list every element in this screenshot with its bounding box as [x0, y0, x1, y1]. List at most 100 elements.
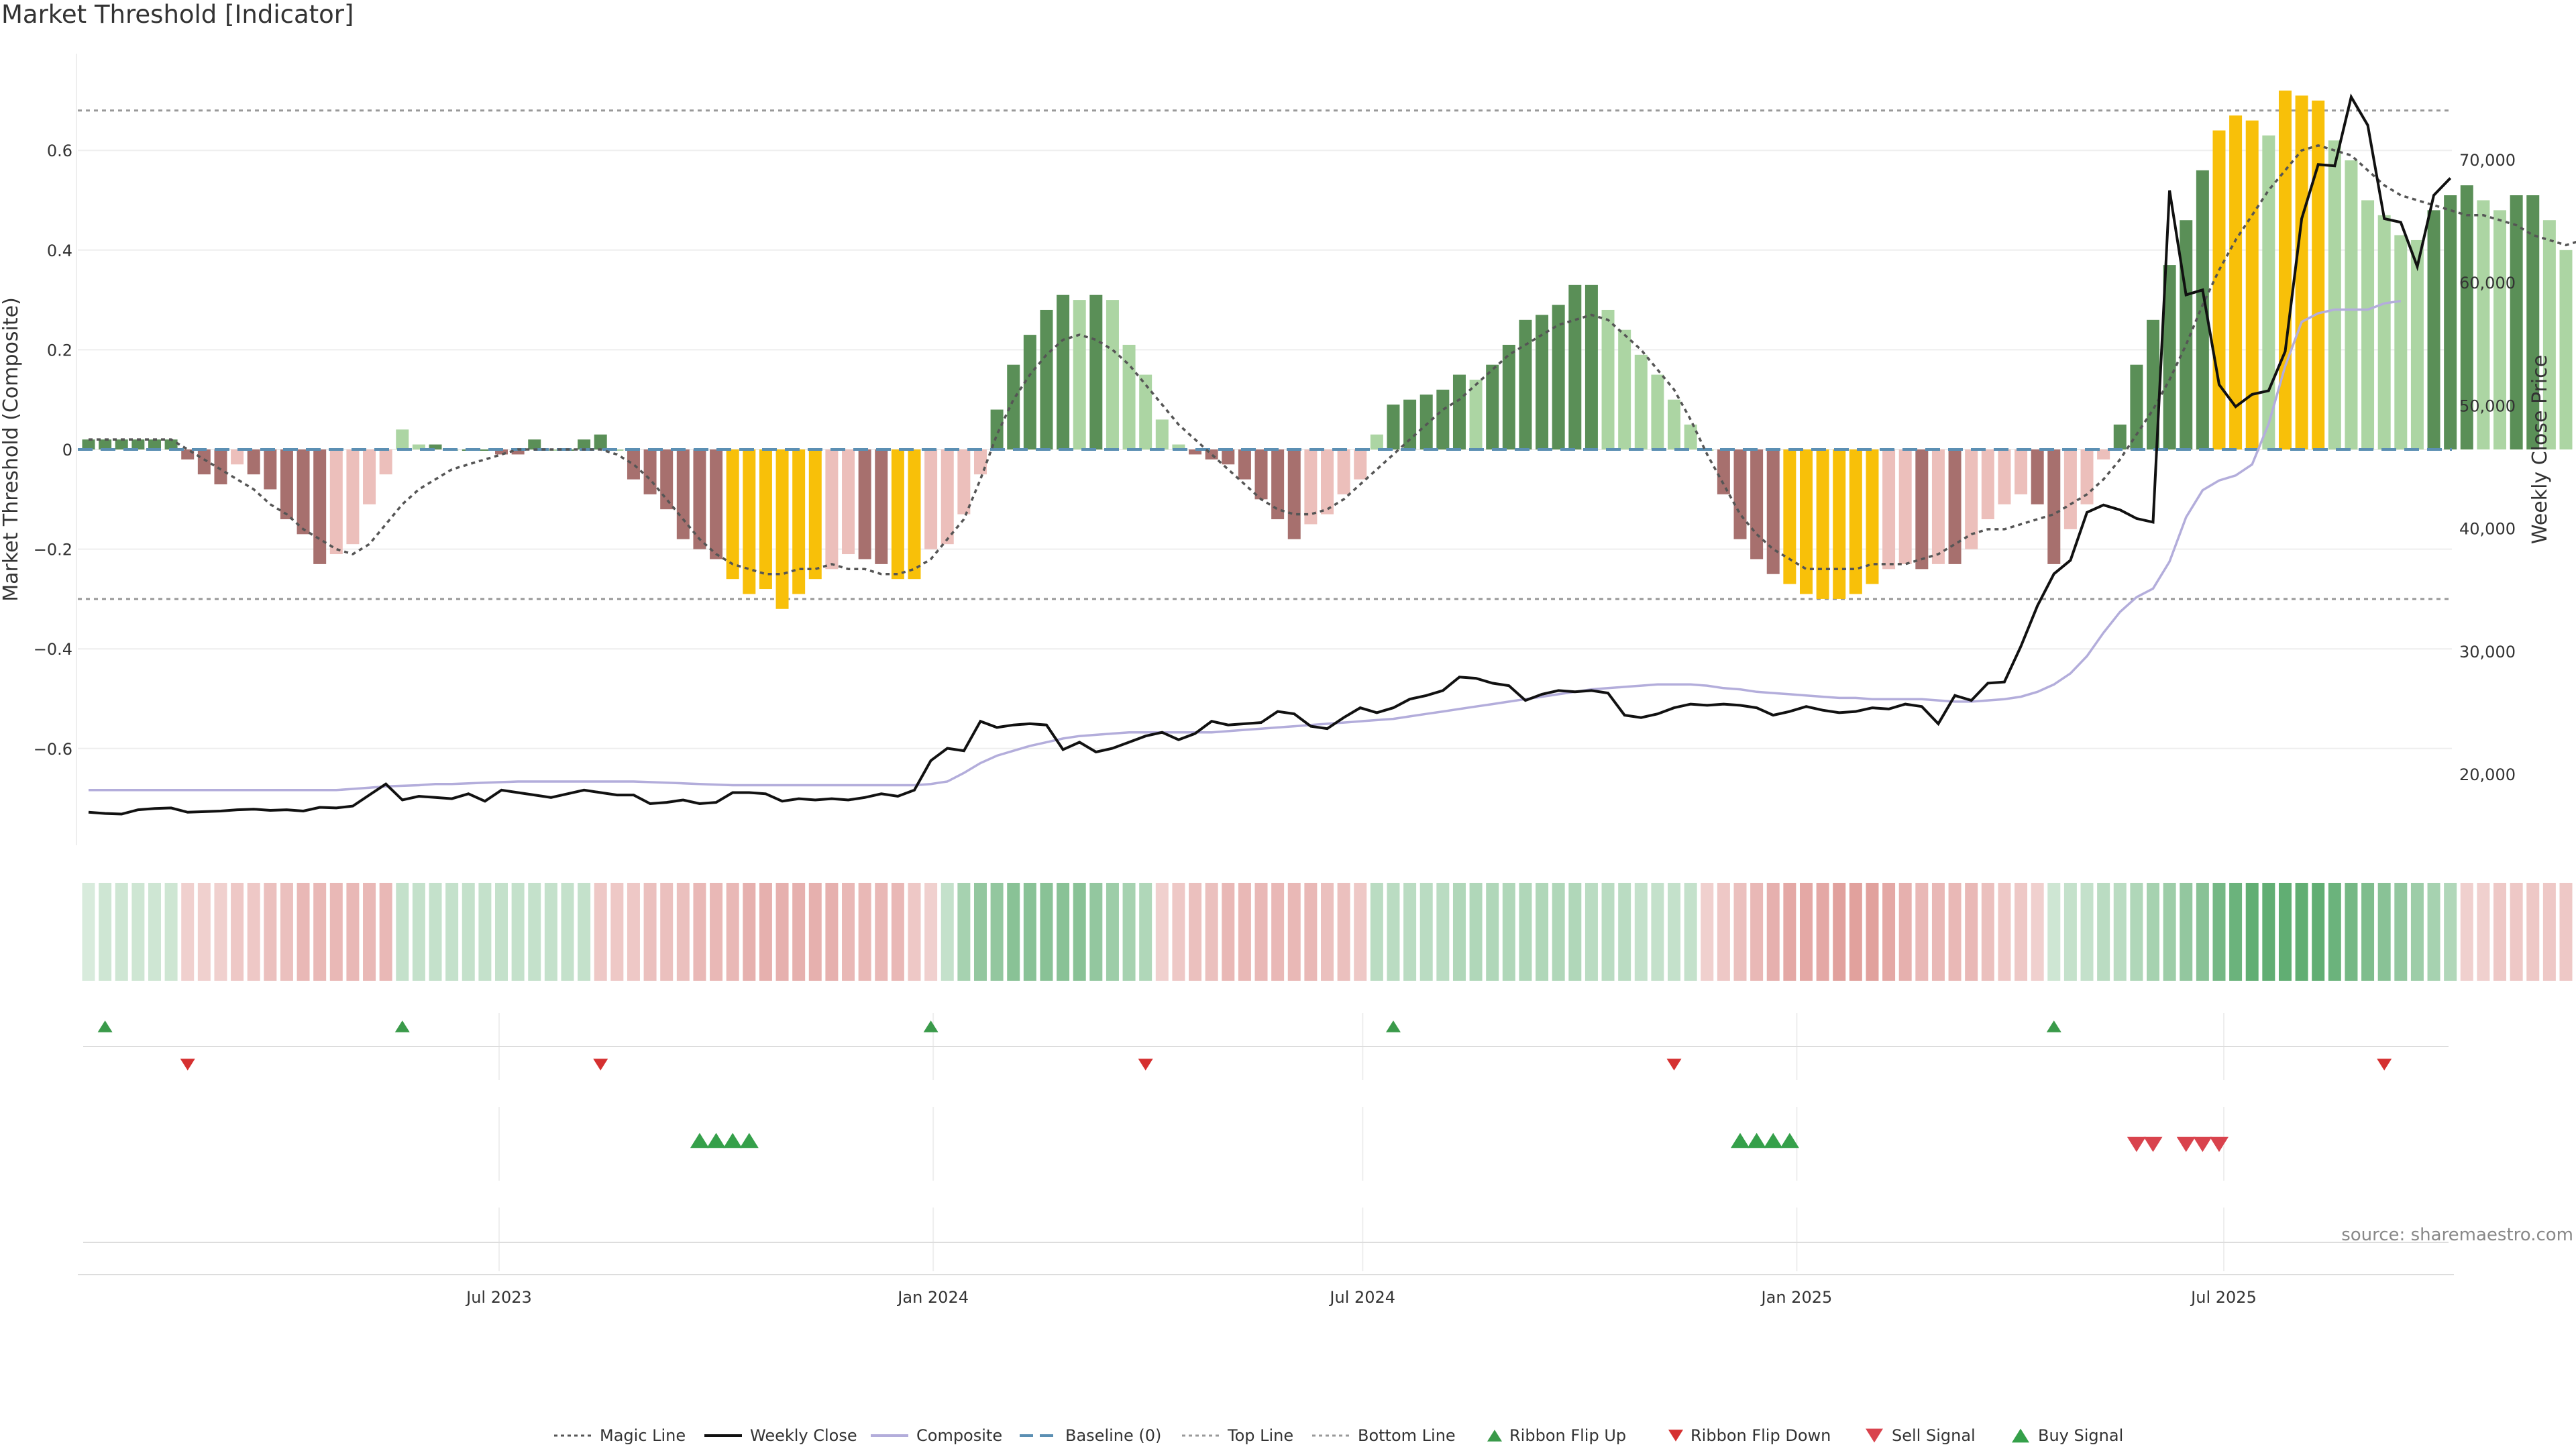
ribbon-cell [1040, 883, 1053, 981]
threshold-bar [1965, 449, 1978, 549]
ribbon-cell [1651, 883, 1664, 981]
ribbon-cell [1007, 883, 1020, 981]
x-tick-label: Jan 2024 [896, 1288, 969, 1307]
threshold-bar [2245, 120, 2259, 449]
ribbon-flip-down-marker [1138, 1059, 1153, 1071]
threshold-bar [1354, 449, 1367, 480]
ribbon-cell [1833, 883, 1846, 981]
threshold-bar [2015, 449, 2028, 494]
ribbon-cell [511, 883, 525, 981]
ribbon-cell [1915, 883, 1929, 981]
ribbon-cell [2031, 883, 2044, 981]
legend-label: Baseline (0) [1065, 1426, 1161, 1445]
threshold-bar [1799, 449, 1813, 594]
threshold-bar [594, 434, 607, 449]
threshold-bar [2312, 100, 2325, 449]
ribbon-cell [1172, 883, 1185, 981]
threshold-bar [775, 449, 789, 609]
ribbon-cell [1568, 883, 1582, 981]
ribbon-cell [1965, 883, 1978, 981]
ribbon-cell [2229, 883, 2243, 981]
ribbon-flip-down-marker [2377, 1059, 2392, 1071]
threshold-bar [528, 439, 541, 449]
threshold-bar [676, 449, 690, 539]
threshold-bar [1106, 300, 1119, 449]
threshold-bar [1321, 449, 1334, 515]
ribbon-cell [578, 883, 591, 981]
threshold-bar [1419, 394, 1433, 449]
x-tick-label: Jan 2025 [1760, 1288, 1833, 1307]
ribbon-cell [1354, 883, 1367, 981]
ribbon-cell [197, 883, 211, 981]
chart-title: Market Threshold [Indicator] [1, 0, 354, 29]
threshold-bar [264, 449, 277, 490]
ribbon-cell [329, 883, 343, 981]
ribbon-cell [1519, 883, 1532, 981]
right-tick-label: 60,000 [2459, 274, 2516, 292]
sell-signal-marker [2209, 1136, 2229, 1152]
threshold-bar [313, 449, 327, 564]
threshold-bar [1073, 300, 1086, 449]
ribbon-cell [1057, 883, 1070, 981]
threshold-bar [643, 449, 657, 494]
ribbon-cell [1998, 883, 2011, 981]
signal-markers [97, 1020, 2392, 1443]
threshold-bar [1931, 449, 1945, 564]
ribbon-cell [1073, 883, 1086, 981]
ribbon-flip-up-marker [394, 1020, 410, 1032]
ribbon-cell [1387, 883, 1400, 981]
ribbon-cell [759, 883, 772, 981]
threshold-bar [1155, 419, 1169, 449]
x-tick-label: Jul 2025 [2190, 1288, 2257, 1307]
ribbon-cell [297, 883, 310, 981]
threshold-bar [495, 449, 508, 455]
ribbon-cell [1750, 883, 1764, 981]
ribbon-cell [710, 883, 723, 981]
ribbon-cell [1882, 883, 1896, 981]
ribbon-cell [1271, 883, 1285, 981]
ribbon-cell [1254, 883, 1268, 981]
threshold-bar [2163, 265, 2176, 449]
threshold-bar [2559, 250, 2573, 449]
legend-swatch-ribbon-flip-up [1487, 1430, 1502, 1442]
ribbon-cell [2410, 883, 2424, 981]
threshold-bar [1519, 319, 1532, 449]
ribbon-cell [1189, 883, 1202, 981]
threshold-bar [1271, 449, 1285, 520]
threshold-bar [396, 429, 409, 449]
threshold-bar [2410, 239, 2424, 449]
ribbon-cell [1337, 883, 1350, 981]
ribbon-cell [148, 883, 161, 981]
legend-label: Ribbon Flip Up [1509, 1426, 1626, 1445]
ribbon-cell [2427, 883, 2440, 981]
threshold-bar [2295, 95, 2308, 450]
x-tick-label: Jul 2023 [465, 1288, 532, 1307]
left-tick-label: −0.2 [34, 541, 72, 559]
threshold-bar [2229, 115, 2243, 449]
ribbon-cell [1866, 883, 1879, 981]
ribbon-cell [1601, 883, 1615, 981]
sell-signal-marker [2193, 1136, 2212, 1152]
ribbon-cell [1155, 883, 1169, 981]
threshold-bar [1304, 449, 1318, 525]
ribbon-cell [2510, 883, 2523, 981]
legend-swatch-buy-signal [2012, 1428, 2029, 1443]
threshold-bar [875, 449, 888, 564]
threshold-bar [1750, 449, 1764, 559]
series-lines [78, 93, 2576, 816]
ribbon-cell [313, 883, 327, 981]
ribbon-cell [2196, 883, 2209, 981]
left-axis-label: Market Threshold (Composite) [0, 297, 23, 602]
threshold-bar [627, 449, 640, 480]
threshold-bar [1089, 294, 1103, 449]
ribbon-cell [2245, 883, 2259, 981]
ribbon-cell [264, 883, 277, 981]
threshold-bar [1684, 424, 1697, 449]
ribbon-cell [825, 883, 839, 981]
threshold-bar [1370, 434, 1383, 449]
ribbon-cell [627, 883, 640, 981]
threshold-bar [1452, 374, 1466, 449]
ribbon-cell [1717, 883, 1730, 981]
threshold-bar [1882, 449, 1896, 570]
ribbon-cell [2147, 883, 2159, 981]
